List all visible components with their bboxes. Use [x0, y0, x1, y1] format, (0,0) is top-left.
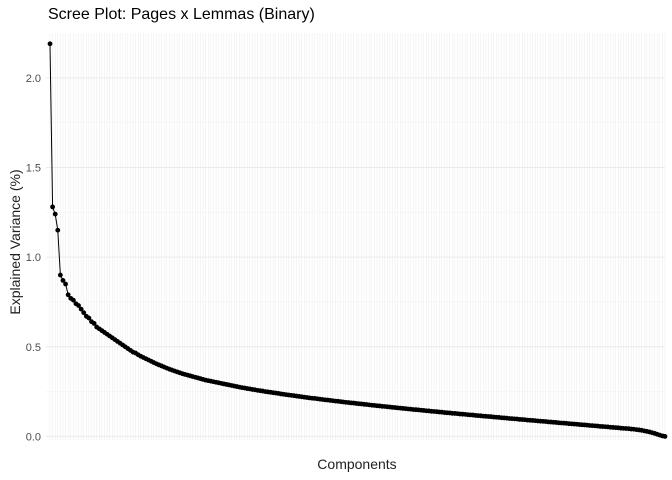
- data-point: [65, 292, 71, 298]
- series-line-group: [49, 43, 666, 437]
- data-point: [52, 211, 58, 217]
- x-axis-label: Components: [317, 456, 397, 472]
- data-point: [60, 278, 66, 283]
- data-point: [50, 204, 55, 210]
- data-point: [662, 434, 668, 439]
- data-point: [78, 306, 84, 312]
- data-point: [70, 297, 76, 303]
- data-point: [91, 321, 97, 326]
- data-point: [47, 41, 53, 47]
- chart-title: Scree Plot: Pages x Lemmas (Binary): [48, 6, 315, 23]
- data-point: [55, 227, 61, 233]
- grid-lines: [46, 33, 666, 440]
- data-point: [81, 310, 87, 316]
- y-tick-label: 0.5: [26, 342, 41, 354]
- data-points: [47, 41, 668, 439]
- series-line: [49, 43, 666, 437]
- data-point: [76, 303, 81, 308]
- y-tick-label: 2.0: [26, 73, 41, 85]
- data-point: [86, 315, 92, 321]
- y-tick-label: 1.5: [26, 162, 41, 174]
- y-tick-label: 0.0: [26, 431, 41, 443]
- y-axis-label: Explained Variance (%): [7, 169, 23, 315]
- data-point: [63, 281, 68, 287]
- data-point: [57, 272, 63, 278]
- y-tick-label: 1.0: [26, 252, 41, 264]
- y-axis-tick-labels: 0.0 0.5 1.0 1.5 2.0: [26, 73, 41, 444]
